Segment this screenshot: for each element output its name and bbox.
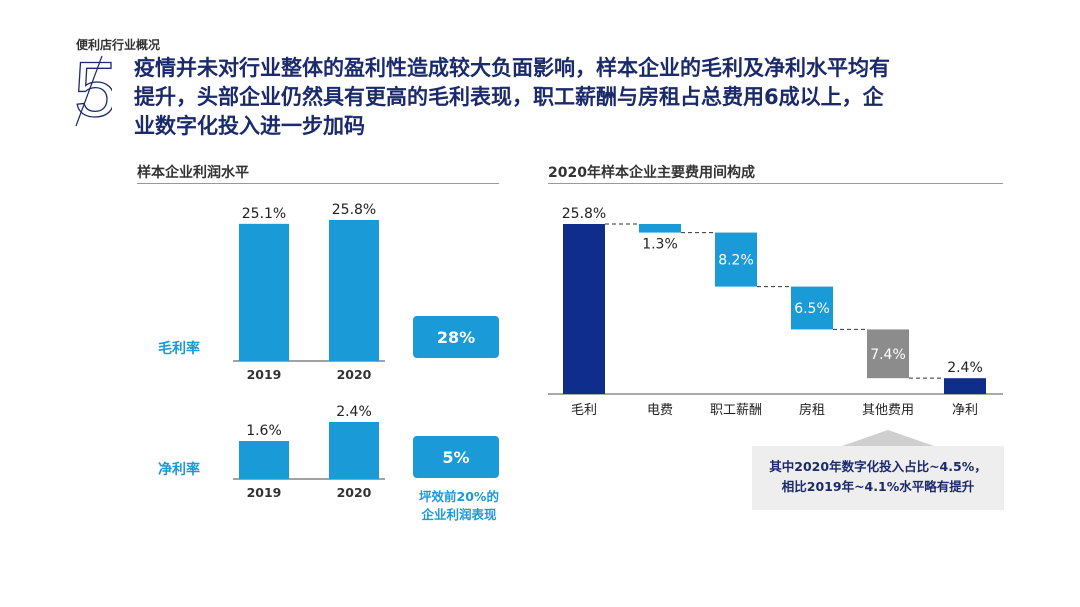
- top20-net-margin-badge: 5%: [413, 436, 499, 478]
- headline: 疫情并未对行业整体的盈利性造成较大负面影响，样本企业的毛利及净利水平均有 提升，…: [134, 54, 1014, 141]
- waterfall-value-label: 25.8%: [562, 206, 606, 222]
- gross-margin-label: 毛利率: [158, 341, 200, 357]
- headline-line: 业数字化投入进一步加码: [134, 114, 365, 138]
- waterfall-value-label: 1.3%: [642, 237, 678, 253]
- page-number-graphic: 5: [73, 48, 112, 128]
- waterfall-bar-5: [944, 378, 986, 394]
- gross-margin-bar: [329, 220, 379, 361]
- waterfall-category-label: 房租: [799, 402, 825, 418]
- headline-line: 疫情并未对行业整体的盈利性造成较大负面影响，样本企业的毛利及净利水平均有: [134, 56, 890, 80]
- digital-investment-callout-text: 其中2020年数字化投入占比~4.5%， 相比2019年~4.1%水平略有提升: [752, 457, 1004, 497]
- net-margin-category-label: 2020: [337, 485, 372, 500]
- gross-margin-value-label: 25.8%: [332, 202, 376, 218]
- gross-margin-bar: [239, 223, 289, 361]
- net-margin-bar: [239, 441, 289, 479]
- waterfall-value-label: 2.4%: [947, 360, 983, 376]
- callout-line: 相比2019年~4.1%水平略有提升: [781, 479, 975, 494]
- waterfall-bar-2: [715, 232, 757, 287]
- waterfall-category-label: 职工薪酬: [710, 403, 762, 418]
- net-margin-value-label: 2.4%: [336, 404, 372, 420]
- callout-pointer: [842, 430, 934, 446]
- digital-investment-callout: [752, 446, 1004, 510]
- gross-margin-category-label: 2019: [247, 367, 282, 382]
- top20-note-line: 企业利润表现: [421, 507, 497, 522]
- gross-margin-value-label: 25.1%: [242, 206, 286, 222]
- gross-margin-category-label: 2020: [337, 367, 372, 382]
- net-margin-value-label: 1.6%: [246, 423, 282, 439]
- waterfall-bar-4: [867, 329, 909, 379]
- waterfall-bar-3: [791, 286, 833, 330]
- waterfall-category-label: 毛利: [571, 403, 597, 418]
- waterfall-category-label: 净利: [952, 403, 978, 418]
- net-margin-label: 净利率: [158, 462, 200, 478]
- callout-line: 其中2020年数字化投入占比~4.5%，: [769, 459, 987, 474]
- profit-level-title: 样本企业利润水平: [137, 165, 249, 181]
- cost-structure-title: 2020年样本企业主要费用间构成: [548, 165, 755, 181]
- net-margin-category-label: 2019: [247, 485, 282, 500]
- waterfall-category-label: 电费: [647, 403, 673, 418]
- right-title-divider: [548, 183, 1003, 184]
- top20-note-line: 坪效前20%的: [419, 489, 499, 504]
- waterfall-value-label: 7.4%: [870, 347, 906, 363]
- waterfall-value-label: 6.5%: [794, 301, 830, 317]
- left-title-divider: [137, 183, 499, 184]
- net-margin-bar: [329, 422, 379, 479]
- waterfall-category-label: 其他费用: [862, 403, 914, 418]
- waterfall-value-label: 8.2%: [718, 253, 754, 269]
- top20-gross-margin-badge: 28%: [413, 316, 499, 358]
- section-label: 便利店行业概况: [76, 38, 161, 52]
- waterfall-bar-1: [639, 224, 681, 233]
- waterfall-bar-0: [563, 224, 605, 394]
- headline-line: 提升，头部企业仍然具有更高的毛利表现，职工薪酬与房租占总费用6成以上，企: [134, 85, 884, 109]
- top20-note: 坪效前20%的 企业利润表现: [409, 488, 509, 524]
